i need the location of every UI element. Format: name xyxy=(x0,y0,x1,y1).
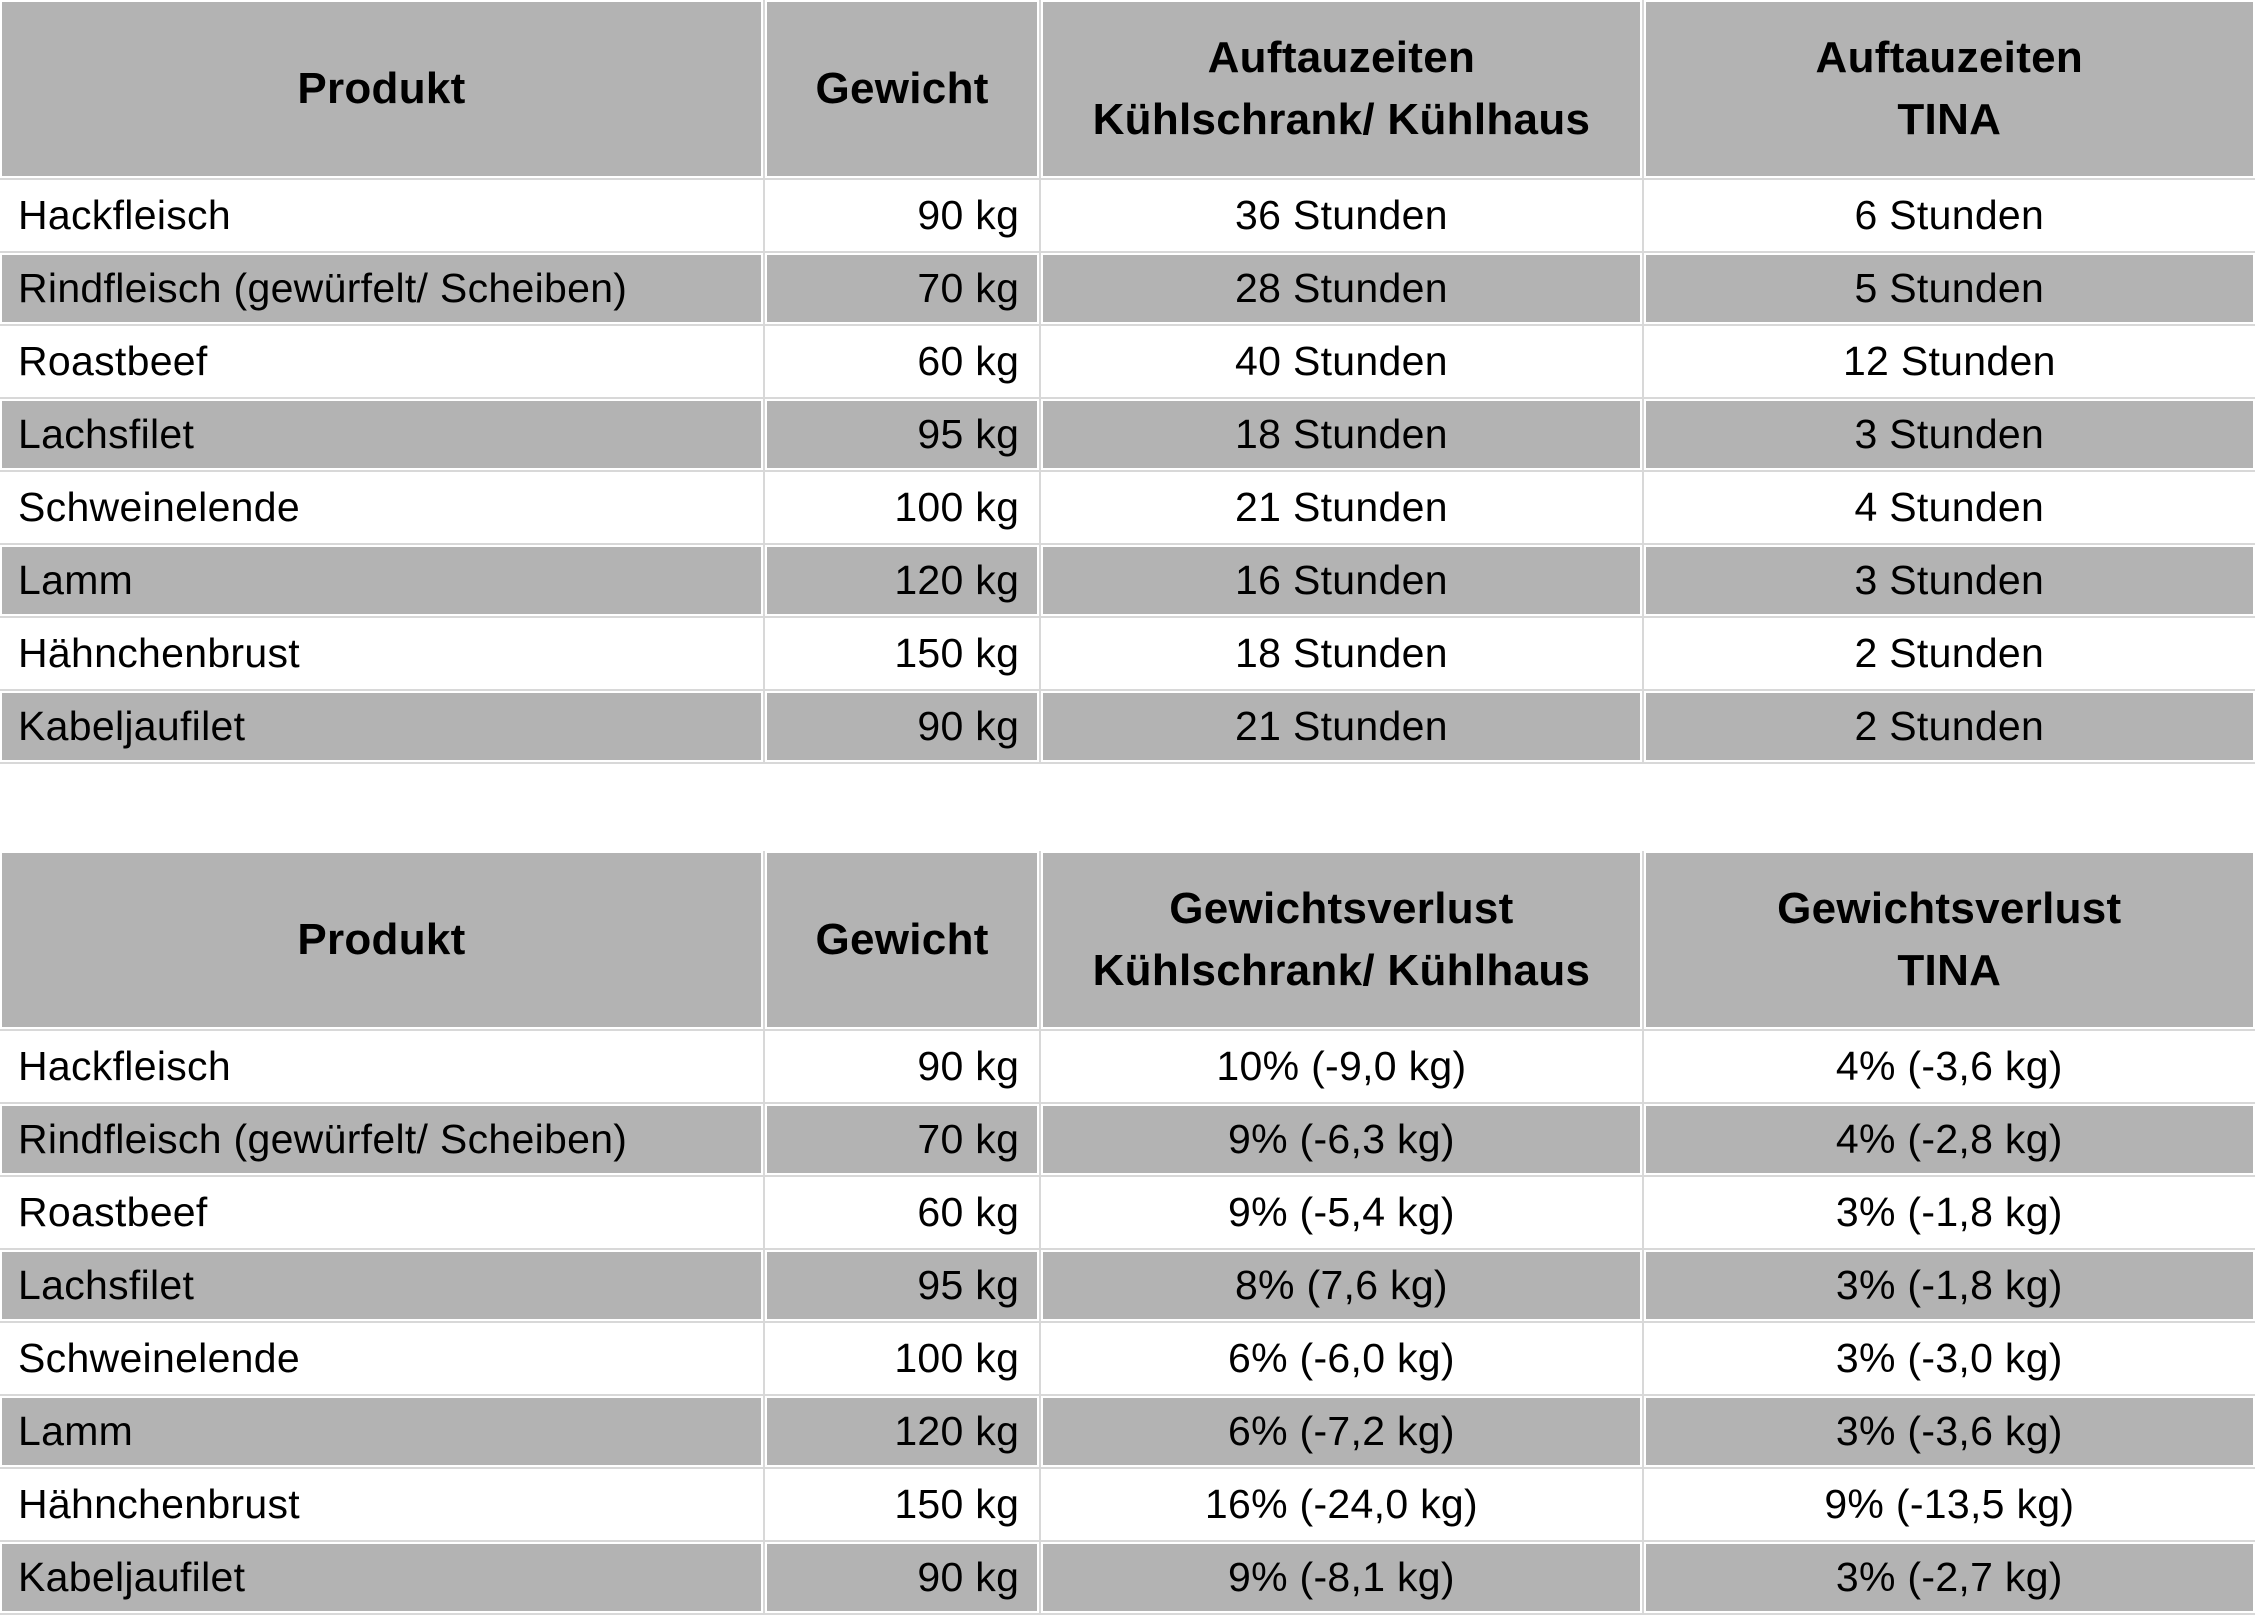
tina-time-cell: 3 Stunden xyxy=(1643,545,2255,616)
product-cell: Hähnchenbrust xyxy=(0,618,763,689)
weight-cell: 60 kg xyxy=(764,326,1040,397)
fridge-time-cell: 18 Stunden xyxy=(1041,618,1642,689)
weight-cell: 90 kg xyxy=(764,1031,1040,1102)
weight-cell: 60 kg xyxy=(764,1177,1040,1248)
fridge-time-cell: 40 Stunden xyxy=(1041,326,1642,397)
weight-loss-table: Produkt Gewicht Gewichtsverlust Kühlschr… xyxy=(0,851,2255,1615)
tina-time-cell: 6 Stunden xyxy=(1643,180,2255,251)
fridge-time-cell: 21 Stunden xyxy=(1041,691,1642,762)
header-cell-gewicht: Gewicht xyxy=(764,851,1040,1029)
tina-time-cell: 2 Stunden xyxy=(1643,618,2255,689)
fridge-loss-cell: 16% (-24,0 kg) xyxy=(1041,1469,1642,1540)
fridge-loss-cell: 6% (-6,0 kg) xyxy=(1041,1323,1642,1394)
weight-cell: 90 kg xyxy=(764,180,1040,251)
product-cell: Hackfleisch xyxy=(0,180,763,251)
fridge-loss-cell: 9% (-5,4 kg) xyxy=(1041,1177,1642,1248)
tina-time-cell: 12 Stunden xyxy=(1643,326,2255,397)
weight-cell: 150 kg xyxy=(764,618,1040,689)
header-cell-auftauzeiten-tina: Auftauzeiten TINA xyxy=(1643,0,2255,178)
weight-cell: 120 kg xyxy=(764,1396,1040,1467)
thawing-times-table: Produkt Gewicht Auftauzeiten Kühlschrank… xyxy=(0,0,2255,764)
tina-loss-cell: 3% (-3,6 kg) xyxy=(1643,1396,2255,1467)
fridge-loss-cell: 9% (-8,1 kg) xyxy=(1041,1542,1642,1613)
fridge-time-cell: 28 Stunden xyxy=(1041,253,1642,324)
header-cell-produkt: Produkt xyxy=(0,851,763,1029)
product-cell: Lachsfilet xyxy=(0,399,763,470)
fridge-time-cell: 36 Stunden xyxy=(1041,180,1642,251)
tina-time-cell: 2 Stunden xyxy=(1643,691,2255,762)
product-cell: Schweinelende xyxy=(0,1323,763,1394)
header-cell-gewichtsverlust-kuehlschrank: Gewichtsverlust Kühlschrank/ Kühlhaus xyxy=(1041,851,1642,1029)
product-cell: Schweinelende xyxy=(0,472,763,543)
header-cell-produkt: Produkt xyxy=(0,0,763,178)
tina-loss-cell: 3% (-2,7 kg) xyxy=(1643,1542,2255,1613)
product-cell: Roastbeef xyxy=(0,326,763,397)
product-cell: Lamm xyxy=(0,1396,763,1467)
fridge-loss-cell: 6% (-7,2 kg) xyxy=(1041,1396,1642,1467)
fridge-time-cell: 18 Stunden xyxy=(1041,399,1642,470)
weight-cell: 95 kg xyxy=(764,399,1040,470)
product-cell: Hähnchenbrust xyxy=(0,1469,763,1540)
weight-cell: 90 kg xyxy=(764,1542,1040,1613)
tina-loss-cell: 4% (-2,8 kg) xyxy=(1643,1104,2255,1175)
weight-cell: 70 kg xyxy=(764,253,1040,324)
tina-loss-cell: 3% (-3,0 kg) xyxy=(1643,1323,2255,1394)
fridge-loss-cell: 10% (-9,0 kg) xyxy=(1041,1031,1642,1102)
product-cell: Lachsfilet xyxy=(0,1250,763,1321)
product-cell: Lamm xyxy=(0,545,763,616)
weight-cell: 70 kg xyxy=(764,1104,1040,1175)
weight-cell: 100 kg xyxy=(764,472,1040,543)
tina-loss-cell: 4% (-3,6 kg) xyxy=(1643,1031,2255,1102)
product-cell: Kabeljaufilet xyxy=(0,1542,763,1613)
fridge-loss-cell: 9% (-6,3 kg) xyxy=(1041,1104,1642,1175)
weight-cell: 95 kg xyxy=(764,1250,1040,1321)
tina-loss-cell: 3% (-1,8 kg) xyxy=(1643,1177,2255,1248)
tina-time-cell: 5 Stunden xyxy=(1643,253,2255,324)
weight-cell: 90 kg xyxy=(764,691,1040,762)
product-cell: Kabeljaufilet xyxy=(0,691,763,762)
tina-loss-cell: 9% (-13,5 kg) xyxy=(1643,1469,2255,1540)
header-cell-auftauzeiten-kuehlschrank: Auftauzeiten Kühlschrank/ Kühlhaus xyxy=(1041,0,1642,178)
weight-cell: 150 kg xyxy=(764,1469,1040,1540)
weight-cell: 120 kg xyxy=(764,545,1040,616)
header-cell-gewicht: Gewicht xyxy=(764,0,1040,178)
fridge-time-cell: 21 Stunden xyxy=(1041,472,1642,543)
fridge-time-cell: 16 Stunden xyxy=(1041,545,1642,616)
product-cell: Rindfleisch (gewürfelt/ Scheiben) xyxy=(0,1104,763,1175)
tina-loss-cell: 3% (-1,8 kg) xyxy=(1643,1250,2255,1321)
product-cell: Rindfleisch (gewürfelt/ Scheiben) xyxy=(0,253,763,324)
fridge-loss-cell: 8% (7,6 kg) xyxy=(1041,1250,1642,1321)
product-cell: Hackfleisch xyxy=(0,1031,763,1102)
tina-time-cell: 3 Stunden xyxy=(1643,399,2255,470)
tina-time-cell: 4 Stunden xyxy=(1643,472,2255,543)
header-cell-gewichtsverlust-tina: Gewichtsverlust TINA xyxy=(1643,851,2255,1029)
weight-cell: 100 kg xyxy=(764,1323,1040,1394)
product-cell: Roastbeef xyxy=(0,1177,763,1248)
